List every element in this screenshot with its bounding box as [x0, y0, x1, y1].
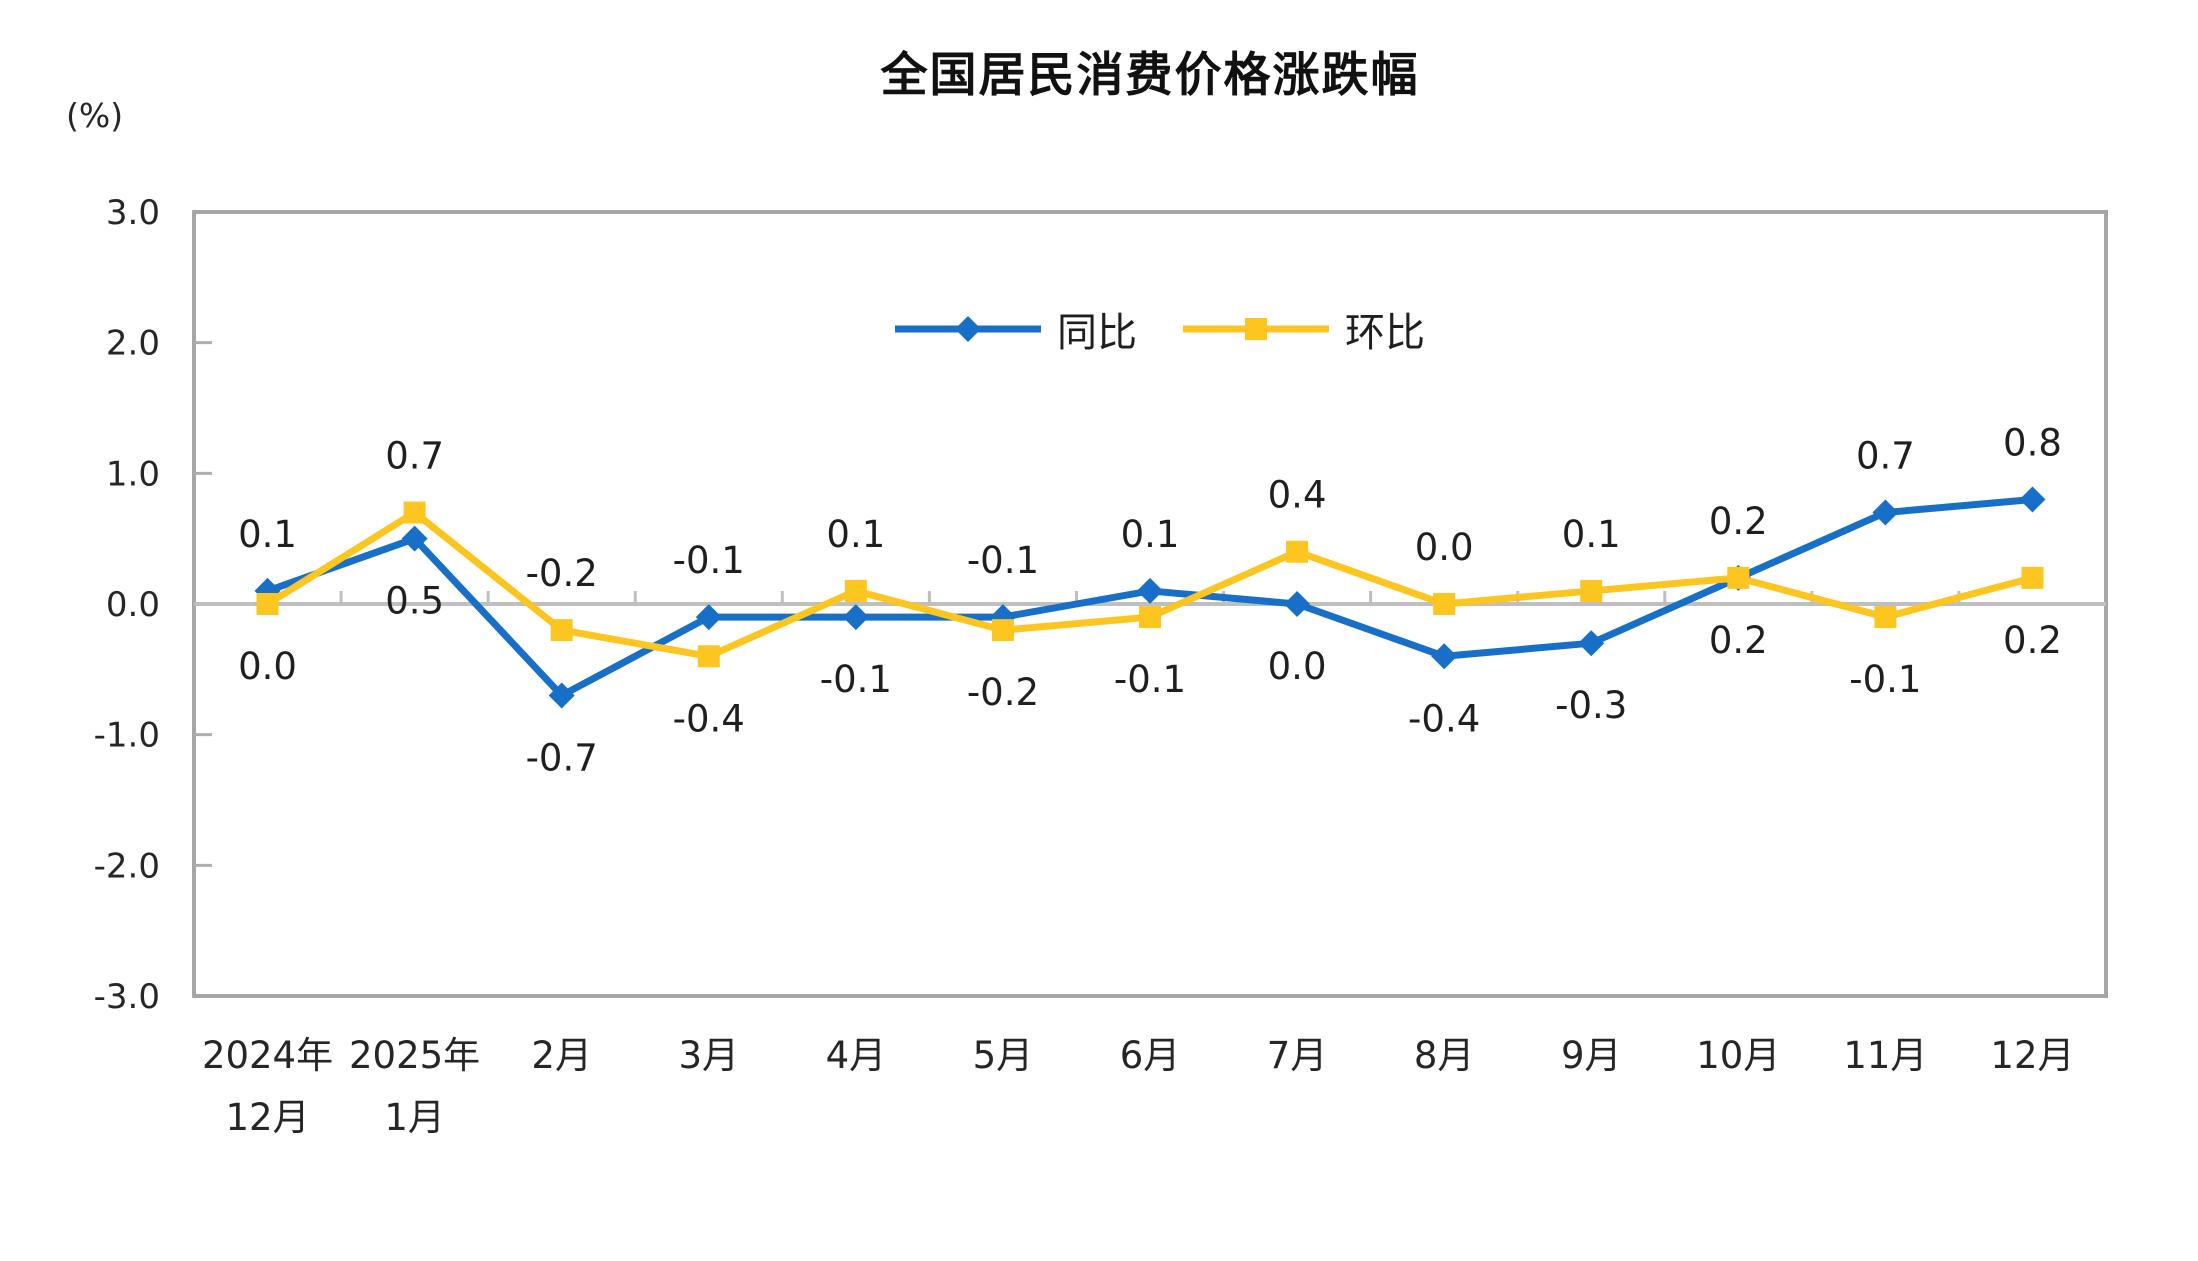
data-label-mom: 0.4	[1268, 474, 1327, 517]
x-axis-label: 7月	[1267, 1034, 1328, 1077]
data-label-mom: 0.2	[2003, 619, 2062, 662]
data-label-yoy: 0.0	[1268, 645, 1327, 688]
x-axis-label: 3月	[678, 1034, 739, 1077]
square-marker-icon	[1139, 606, 1161, 629]
data-label-mom: 0.0	[238, 645, 297, 688]
square-marker-icon	[844, 579, 867, 602]
data-label-mom: 0.1	[826, 513, 885, 556]
y-axis-tick-label: 3.0	[106, 193, 160, 233]
square-marker-icon	[1286, 540, 1309, 563]
diamond-marker-icon	[548, 682, 575, 709]
diamond-marker-icon	[842, 604, 869, 631]
line-diamond-marker-icon	[893, 307, 1043, 351]
data-label-mom: 0.0	[1415, 526, 1474, 569]
y-axis-tick-label: 2.0	[106, 324, 160, 364]
diamond-marker-icon	[1431, 643, 1458, 670]
diamond-marker-icon	[1578, 630, 1605, 657]
x-axis-label: 8月	[1414, 1034, 1475, 1077]
square-marker-icon	[1433, 593, 1456, 615]
legend-item-yoy: 同比	[893, 300, 1137, 358]
x-axis-label: 1月	[384, 1096, 445, 1139]
data-label-yoy: -0.3	[1555, 684, 1627, 727]
diamond-marker-icon	[1137, 577, 1163, 604]
data-label-mom: 0.7	[385, 435, 444, 478]
diamond-marker-icon	[695, 604, 722, 631]
data-label-yoy: -0.4	[1408, 697, 1480, 740]
legend: 同比 环比	[893, 300, 1425, 358]
square-marker-icon	[1727, 566, 1750, 589]
x-axis-label: 12月	[1990, 1034, 2074, 1077]
diamond-marker-icon	[1284, 591, 1311, 617]
x-axis-label: 2月	[531, 1034, 592, 1077]
chart-title: 全国居民消费价格涨跌幅	[880, 48, 1420, 103]
diamond-marker-icon	[2019, 486, 2046, 513]
x-axis-label: 4月	[826, 1034, 887, 1077]
data-label-mom: 0.1	[1562, 513, 1621, 556]
legend-label-yoy: 同比	[1057, 310, 1137, 356]
data-label-yoy: 0.5	[385, 580, 444, 623]
x-axis-label: 10月	[1696, 1034, 1780, 1077]
x-axis-label: 9月	[1561, 1034, 1622, 1077]
x-axis-label: 5月	[973, 1034, 1034, 1077]
square-marker-icon	[697, 645, 720, 668]
data-label-yoy: 0.7	[1856, 435, 1915, 478]
x-axis-label: 11月	[1843, 1034, 1927, 1077]
data-label-mom: -0.2	[526, 552, 598, 595]
data-label-yoy: 0.1	[1121, 513, 1180, 556]
data-label-yoy: -0.1	[820, 658, 892, 701]
y-axis-tick-label: -3.0	[94, 977, 160, 1017]
x-axis-label: 6月	[1120, 1034, 1181, 1077]
square-marker-icon	[1874, 606, 1897, 629]
data-label-mom: 0.2	[1709, 619, 1768, 662]
data-label-mom: -0.2	[967, 671, 1039, 714]
data-label-yoy: -0.7	[526, 736, 598, 779]
diamond-marker-icon	[1872, 499, 1899, 526]
data-label-yoy: 0.2	[1709, 500, 1768, 543]
diamond-marker-icon	[401, 525, 428, 552]
y-axis-tick-label: 1.0	[106, 454, 160, 494]
line-square-marker-icon	[1181, 307, 1331, 351]
square-marker-icon	[2021, 566, 2044, 589]
square-marker-icon	[550, 619, 573, 642]
data-label-yoy: -0.1	[967, 539, 1039, 582]
data-label-mom: -0.1	[1114, 658, 1186, 701]
data-label-mom: -0.1	[1849, 658, 1921, 701]
y-axis-tick-label: -2.0	[94, 846, 160, 886]
square-marker-icon	[991, 619, 1014, 642]
y-axis-unit-label: (%)	[66, 96, 124, 135]
y-axis-tick-label: 0.0	[106, 585, 160, 625]
x-axis-label: 2025年	[349, 1034, 480, 1077]
data-label-yoy: 0.1	[238, 513, 297, 556]
square-marker-icon	[403, 501, 426, 524]
legend-label-mom: 环比	[1345, 310, 1425, 356]
data-label-yoy: 0.8	[2003, 421, 2062, 464]
y-axis-tick-label: -1.0	[94, 716, 160, 756]
data-label-mom: -0.4	[673, 697, 745, 740]
legend-item-mom: 环比	[1181, 300, 1425, 358]
square-marker-icon	[256, 593, 279, 615]
x-axis-label: 2024年	[202, 1034, 333, 1077]
x-axis-label: 12月	[225, 1096, 309, 1139]
data-label-yoy: -0.1	[673, 539, 745, 582]
square-marker-icon	[1580, 579, 1603, 602]
